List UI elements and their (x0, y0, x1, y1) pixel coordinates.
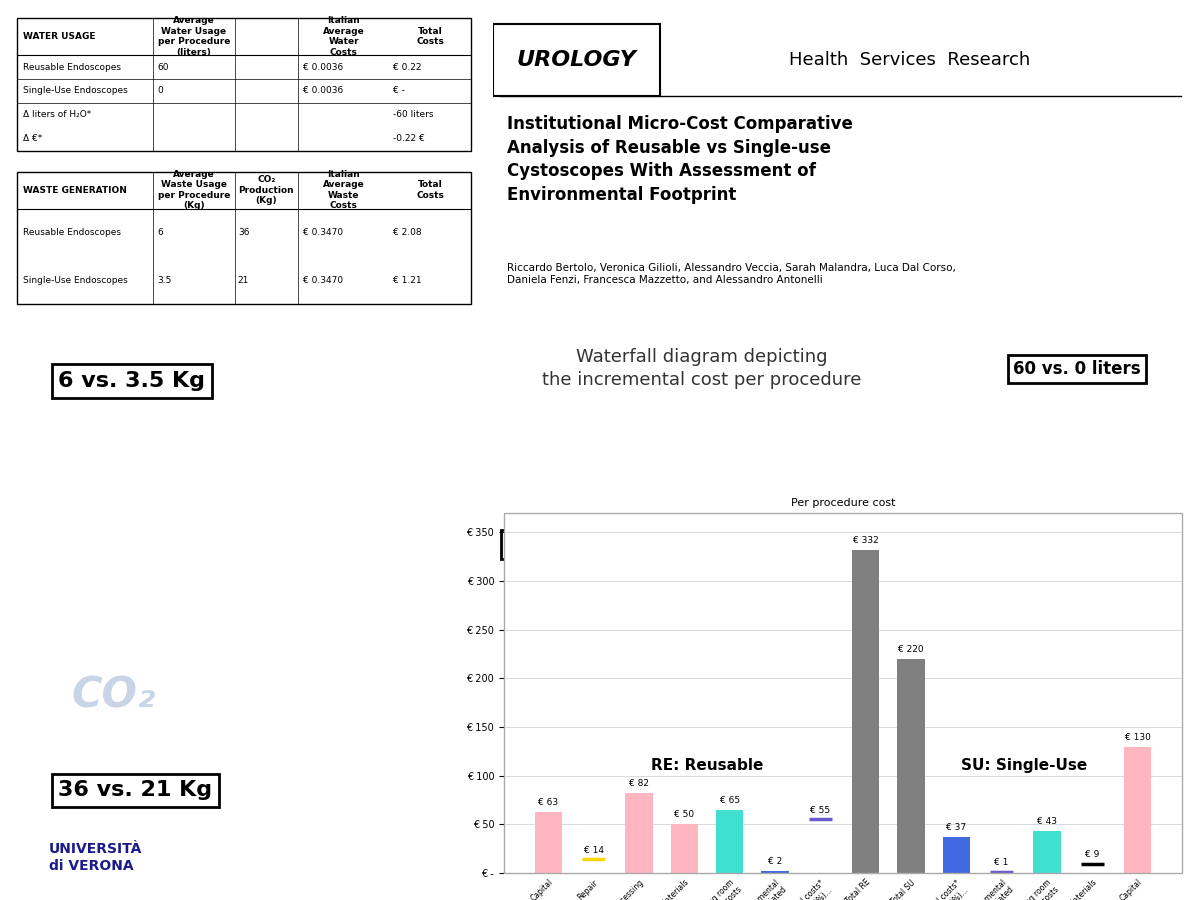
Text: 21: 21 (238, 275, 250, 284)
Text: € 1: € 1 (995, 859, 1009, 868)
Text: Reusable Endoscopes: Reusable Endoscopes (24, 228, 121, 237)
Text: Δ €*: Δ €* (24, 134, 43, 143)
Bar (898, 659, 924, 873)
Text: -60 liters: -60 liters (394, 111, 433, 120)
Text: € 0.22: € 0.22 (394, 63, 421, 72)
Text: Riccardo Bertolo, Veronica Gilioli, Alessandro Veccia, Sarah Malandra, Luca Dal : Riccardo Bertolo, Veronica Gilioli, Ales… (506, 263, 955, 285)
Text: Reusable Endoscopes: Reusable Endoscopes (24, 63, 121, 72)
Text: € -: € - (394, 86, 406, 95)
Text: Italian
Average
Waste
Costs: Italian Average Waste Costs (323, 170, 365, 211)
Bar (17, 18, 470, 150)
Text: Waterfall diagram depicting
the incremental cost per procedure: Waterfall diagram depicting the incremen… (541, 348, 862, 389)
Text: Single-Use Endoscopes: Single-Use Endoscopes (24, 86, 128, 95)
Text: € 82: € 82 (629, 779, 649, 788)
Text: € 0.3470: € 0.3470 (302, 228, 343, 237)
Bar (1124, 746, 1151, 873)
Text: € 130: € 130 (1124, 733, 1151, 742)
Bar (852, 550, 880, 873)
Text: € 0.0036: € 0.0036 (302, 86, 343, 95)
Text: € 332: € 332 (853, 536, 878, 545)
Text: CO₂: CO₂ (72, 674, 156, 716)
Text: Total
Costs: Total Costs (416, 27, 444, 46)
Text: € 43: € 43 (1037, 817, 1057, 826)
Text: 3.5: 3.5 (157, 275, 172, 284)
Text: € 0.0036: € 0.0036 (302, 63, 343, 72)
Bar (17, 172, 470, 304)
Bar (535, 812, 562, 873)
Text: CO₂
Production
(Kg): CO₂ Production (Kg) (239, 176, 294, 205)
Text: 6: 6 (157, 228, 163, 237)
Text: Health  Services  Research: Health Services Research (790, 51, 1031, 69)
Text: SU: Single-Use: SU: Single-Use (961, 759, 1087, 773)
Text: €332 vs. €220: €332 vs. €220 (506, 536, 648, 554)
Text: € 220: € 220 (898, 645, 924, 654)
Text: € 9: € 9 (1085, 850, 1099, 860)
Text: RE: Reusable: RE: Reusable (650, 759, 763, 773)
Text: € 0.3470: € 0.3470 (302, 275, 343, 284)
Text: -0.22 €: -0.22 € (394, 134, 425, 143)
Text: Total
Costs: Total Costs (416, 181, 444, 200)
Bar (1033, 832, 1061, 873)
Bar (943, 837, 970, 873)
FancyBboxPatch shape (493, 24, 660, 96)
Text: € 50: € 50 (674, 811, 695, 820)
Text: Italian
Average
Water
Costs: Italian Average Water Costs (323, 16, 365, 57)
Text: 36: 36 (238, 228, 250, 237)
Text: € 14: € 14 (583, 845, 604, 854)
Text: 60 vs. 0 liters: 60 vs. 0 liters (1013, 360, 1140, 378)
Text: € 37: € 37 (947, 824, 966, 832)
Text: € 2: € 2 (768, 857, 782, 866)
Text: 0: 0 (157, 86, 163, 95)
Text: € 55: € 55 (810, 806, 830, 814)
Text: € 1.21: € 1.21 (394, 275, 421, 284)
Text: Average
Waste Usage
per Procedure
(Kg): Average Waste Usage per Procedure (Kg) (157, 170, 230, 211)
Text: € 63: € 63 (539, 797, 558, 806)
Text: Δ liters of H₂O*: Δ liters of H₂O* (24, 111, 91, 120)
Text: Average
Water Usage
per Procedure
(liters): Average Water Usage per Procedure (liter… (157, 16, 230, 57)
Text: UNIVERSITÀ
di VERONA: UNIVERSITÀ di VERONA (49, 842, 143, 872)
Text: WATER USAGE: WATER USAGE (24, 32, 96, 41)
Text: Institutional Micro-Cost Comparative
Analysis of Reusable vs Single-use
Cystosco: Institutional Micro-Cost Comparative Ana… (506, 115, 853, 204)
Bar (716, 810, 743, 873)
Title: Per procedure cost: Per procedure cost (791, 498, 895, 508)
Text: 36 vs. 21 Kg: 36 vs. 21 Kg (59, 780, 212, 800)
Bar (762, 871, 788, 873)
Text: Single-Use Endoscopes: Single-Use Endoscopes (24, 275, 128, 284)
Text: € 65: € 65 (720, 796, 739, 805)
Text: € 2.08: € 2.08 (394, 228, 421, 237)
Bar (625, 793, 653, 873)
Text: UROLOGY: UROLOGY (516, 50, 636, 70)
Bar (671, 824, 698, 873)
Text: WASTE GENERATION: WASTE GENERATION (24, 185, 127, 194)
Text: 6 vs. 3.5 Kg: 6 vs. 3.5 Kg (59, 371, 205, 391)
Text: 60: 60 (157, 63, 168, 72)
